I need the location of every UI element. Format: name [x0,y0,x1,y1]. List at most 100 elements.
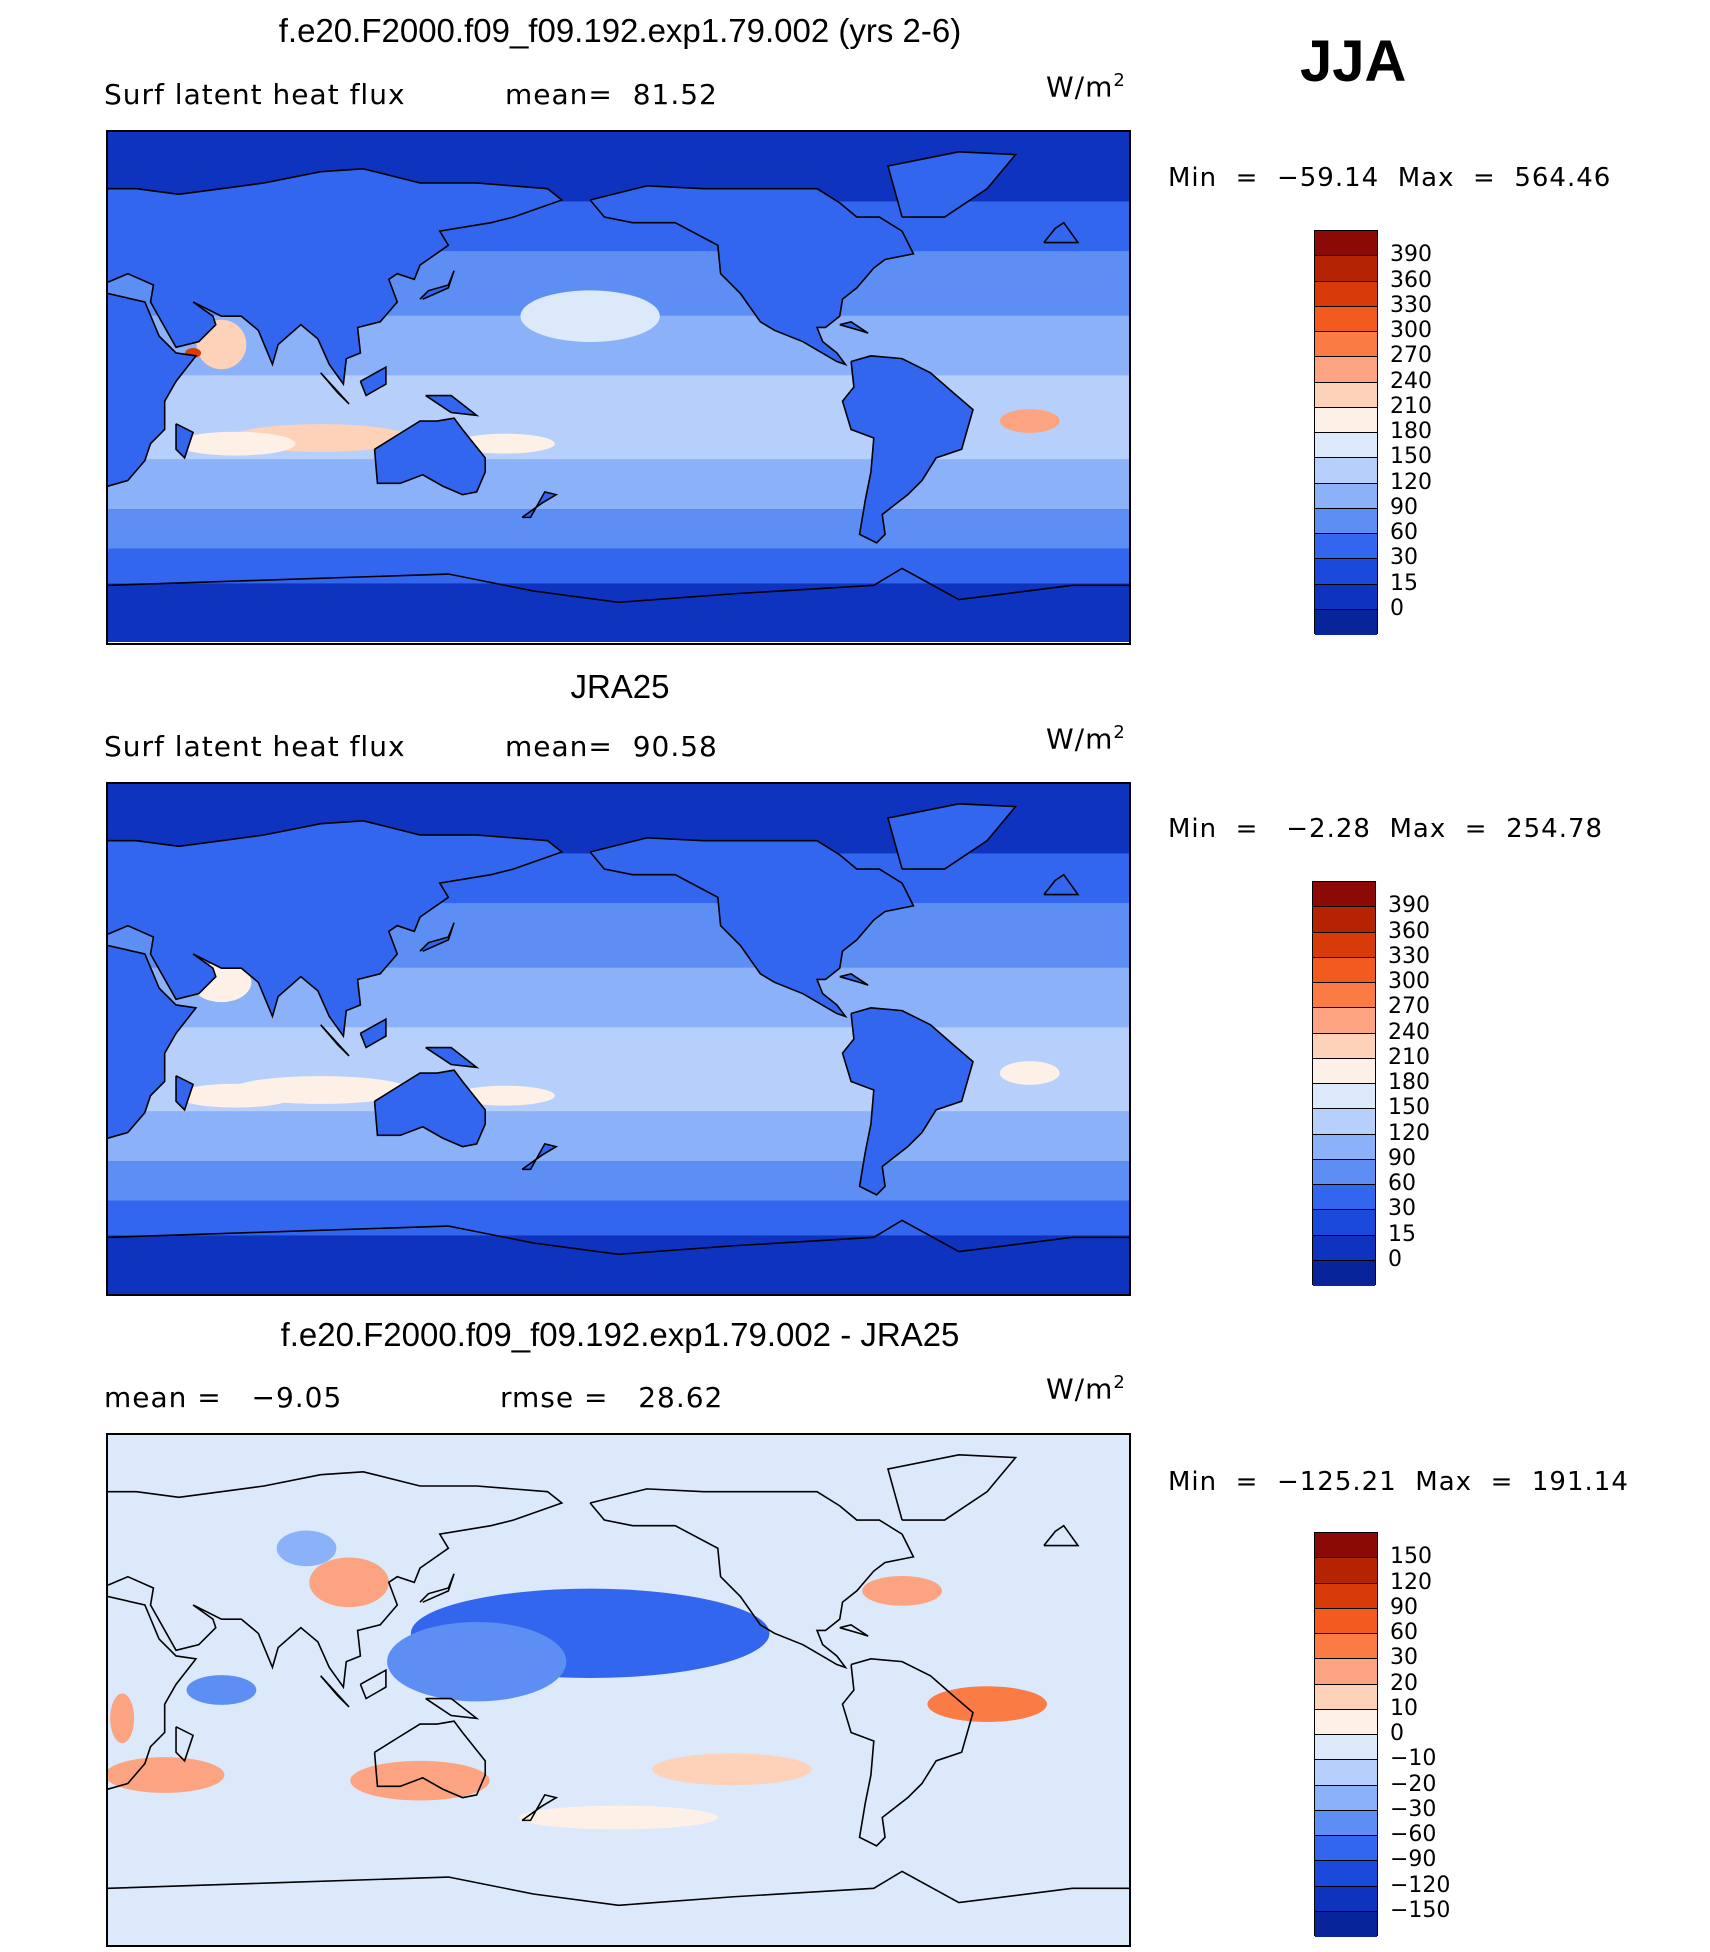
colorbar-tick-label: 150 [1390,444,1432,470]
colorbar-segment [1315,256,1377,282]
panel-2-min-value: −2.28 [1286,814,1371,844]
panel-2-title: JRA25 [570,668,670,705]
field-blob [186,1675,257,1705]
colorbar-segment [1313,983,1375,1009]
map-canvas [108,132,1129,642]
colorbar-segment [1313,1109,1375,1135]
colorbar-segment [1315,584,1377,610]
field-blob [350,1760,490,1801]
colorbar-segment [1315,1533,1377,1559]
colorbar-segment [1313,1084,1375,1110]
field-blob [276,1530,337,1567]
coastline [108,939,198,1139]
coastline [320,1024,350,1057]
colorbar-segment [1315,559,1377,585]
field-blob [862,1575,942,1606]
panel-1-units: W/m2 [1046,70,1126,103]
land-fill [176,423,194,458]
field-blob [455,1085,555,1106]
colorbar-segment [1315,508,1377,534]
colorbar-tick-label: 360 [1388,918,1430,944]
coastline [373,417,487,496]
coastline [521,1142,559,1171]
panel-2-map [106,782,1131,1296]
colorbar-segment [1315,1810,1377,1836]
coastline [320,1675,350,1708]
panel-2-mean-label: mean= [505,730,613,763]
field-blob [387,1621,567,1702]
coastline [175,423,195,460]
colorbar-segment [1315,1911,1377,1937]
coastline [841,1658,974,1847]
coastline [886,1454,1018,1521]
colorbar-segment [1315,306,1377,332]
panel-3-min-label: Min [1168,1467,1218,1497]
panel-1-field-label: Surf latent heat flux [104,78,406,111]
coastline [108,1870,1129,1907]
field-blob [652,1753,812,1786]
colorbar-tick-label: 15 [1388,1221,1416,1247]
panel-3-title: f.e20.F2000.f09_f09.192.exp1.79.002 - JR… [280,1316,960,1353]
coastline [839,320,869,334]
panel-2-mean-value: 90.58 [632,730,718,763]
field-blob [520,290,660,342]
land-fill [842,355,974,543]
colorbar-segment [1315,1735,1377,1761]
panel-3-units: W/m2 [1046,1372,1126,1405]
panel-3-units-sup: 2 [1113,1372,1126,1393]
colorbar-segment [1313,1134,1375,1160]
coastline [425,1697,480,1720]
coastline [108,1471,564,1690]
land-fill [108,168,562,385]
panel-3-units-main: W/m [1046,1372,1114,1406]
colorbar-tick-label: −60 [1390,1822,1437,1847]
coastline [320,372,350,405]
panel-3-rmse-label: rmse = [500,1381,609,1414]
colorbar-tick-label: −120 [1390,1872,1451,1898]
colorbar-tick-label: 180 [1388,1070,1430,1095]
land-fill [108,939,196,1139]
panel-2-field-label: Surf latent heat flux [104,730,406,763]
colorbar-tick-label: 120 [1390,469,1432,495]
colorbar-tick-label: 60 [1388,1171,1416,1196]
colorbar-segment [1315,231,1377,257]
colorbar-tick-label: 120 [1388,1120,1430,1146]
coastline [589,185,915,366]
colorbar-segment [1313,1008,1375,1034]
panel-3-rmse: rmse = 28.62 [500,1381,723,1414]
colorbar-tick-label: 300 [1390,318,1432,343]
colorbar-segment [1315,1558,1377,1584]
land-fill [176,1075,194,1110]
panel-3-mean-value: −9.05 [251,1381,343,1414]
coastline [108,168,564,387]
coastline [108,567,1129,604]
coastline [425,1046,480,1069]
coastline [839,1623,869,1637]
colorbar-tick-label: 0 [1390,595,1404,621]
colorbar-tick-label: −150 [1390,1897,1451,1923]
colorbar-tick-label: 150 [1390,1544,1432,1570]
panel-1-min-label: Min [1168,163,1218,193]
coastline [373,1069,487,1148]
field-blob [999,1061,1060,1085]
colorbar-tick-label: 30 [1390,545,1418,571]
land-fill [887,151,1016,218]
colorbar-tick-label: 180 [1390,419,1432,444]
colorbar-segment [1315,433,1377,459]
field-band [108,1235,1129,1294]
coastline [108,1590,198,1790]
colorbar-segment [1315,1659,1377,1685]
coastline [373,1720,487,1799]
colorbar-tick-label: 0 [1388,1246,1402,1272]
panel-1-minmax: Min = −59.14 Max = 564.46 [1168,163,1612,193]
colorbar-tick-label: −30 [1390,1796,1437,1822]
panel-2-min-label: Min [1168,814,1218,844]
coastline [108,820,564,1039]
map-canvas [108,1435,1129,1945]
colorbar-tick-label: 20 [1390,1670,1418,1696]
colorbar-segment [1315,1760,1377,1786]
land-fill [419,270,455,300]
colorbar-tick-label: 390 [1390,242,1432,268]
colorbar-segment [1315,1709,1377,1735]
land-fill [1043,222,1078,243]
